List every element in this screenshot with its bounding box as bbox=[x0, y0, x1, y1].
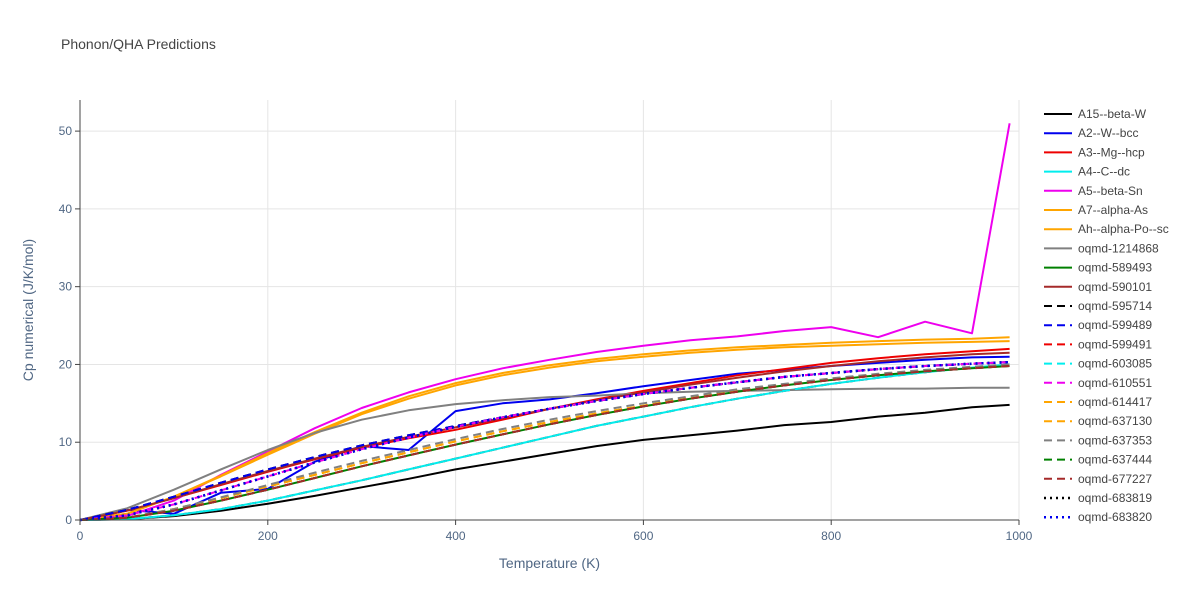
legend-label: A2--W--bcc bbox=[1078, 126, 1138, 140]
series-line-oqmd-1214868 bbox=[79, 386, 1010, 521]
series-line-oqmd-599489 bbox=[79, 361, 1010, 521]
legend-label: oqmd-590101 bbox=[1078, 280, 1152, 294]
x-tick-label: 0 bbox=[77, 529, 84, 543]
grid-lines bbox=[80, 100, 1020, 520]
legend-item[interactable]: oqmd-637444 bbox=[1044, 453, 1152, 467]
y-tick-label: 30 bbox=[59, 280, 73, 294]
legend-label: oqmd-599491 bbox=[1078, 337, 1152, 351]
legend-label: oqmd-683819 bbox=[1078, 491, 1152, 505]
series-line-A15--beta-W bbox=[79, 403, 1010, 521]
y-axis-title: Cp numerical (J/K/mol) bbox=[20, 239, 36, 381]
legend-label: A5--beta-Sn bbox=[1078, 184, 1143, 198]
legend-item[interactable]: Ah--alpha-Po--sc bbox=[1044, 222, 1169, 236]
series-line-oqmd-677227 bbox=[79, 365, 1010, 521]
legend-item[interactable]: oqmd-637130 bbox=[1044, 414, 1152, 428]
series-line-oqmd-637353 bbox=[79, 363, 1010, 521]
legend-label: oqmd-599489 bbox=[1078, 318, 1152, 332]
legend-item[interactable]: oqmd-599489 bbox=[1044, 318, 1152, 332]
legend-item[interactable]: A4--C--dc bbox=[1044, 165, 1130, 179]
legend-label: oqmd-595714 bbox=[1078, 299, 1152, 313]
legend-label: A3--Mg--hcp bbox=[1078, 145, 1145, 159]
x-tick-label: 800 bbox=[821, 529, 841, 543]
legend-label: oqmd-614417 bbox=[1078, 395, 1152, 409]
legend-item[interactable]: A5--beta-Sn bbox=[1044, 184, 1143, 198]
legend-item[interactable]: oqmd-589493 bbox=[1044, 261, 1152, 275]
legend-label: oqmd-589493 bbox=[1078, 261, 1152, 275]
x-axis-title: Temperature (K) bbox=[499, 555, 600, 571]
x-tick-label: 200 bbox=[258, 529, 278, 543]
series-line-oqmd-683819 bbox=[79, 360, 1010, 522]
legend-item[interactable]: oqmd-683819 bbox=[1044, 491, 1152, 505]
legend-item[interactable]: oqmd-677227 bbox=[1044, 472, 1152, 486]
x-tick-label: 1000 bbox=[1006, 529, 1033, 543]
legend-label: A4--C--dc bbox=[1078, 165, 1130, 179]
x-tick-label: 400 bbox=[446, 529, 466, 543]
legend-item[interactable]: oqmd-599491 bbox=[1044, 337, 1152, 351]
y-tick-label: 0 bbox=[65, 513, 72, 527]
legend-item[interactable]: oqmd-603085 bbox=[1044, 357, 1152, 371]
legend-item[interactable]: oqmd-610551 bbox=[1044, 376, 1152, 390]
y-tick-label: 10 bbox=[59, 435, 73, 449]
legend-item[interactable]: A3--Mg--hcp bbox=[1044, 145, 1145, 159]
legend-label: oqmd-1214868 bbox=[1078, 241, 1159, 255]
legend-label: A7--alpha-As bbox=[1078, 203, 1148, 217]
legend-item[interactable]: oqmd-683820 bbox=[1044, 510, 1152, 524]
legend[interactable]: A15--beta-W A2--W--bcc A3--Mg--hcp A4--C--d… bbox=[1044, 107, 1169, 524]
chart-title: Phonon/QHA Predictions bbox=[61, 36, 216, 52]
x-tick-label: 600 bbox=[633, 529, 653, 543]
legend-item[interactable]: A15--beta-W bbox=[1044, 107, 1147, 121]
series-line-A2--W--bcc bbox=[79, 355, 1010, 521]
legend-label: oqmd-637444 bbox=[1078, 453, 1152, 467]
axes: 0 200 400 600 800 1000 0 10 20 30 40 50 bbox=[59, 100, 1033, 543]
legend-item[interactable]: oqmd-590101 bbox=[1044, 280, 1152, 294]
legend-label: oqmd-603085 bbox=[1078, 357, 1152, 371]
legend-label: oqmd-683820 bbox=[1078, 510, 1152, 524]
legend-label: Ah--alpha-Po--sc bbox=[1078, 222, 1169, 236]
series-line-A5--beta-Sn bbox=[79, 123, 1011, 521]
legend-label: oqmd-637130 bbox=[1078, 414, 1152, 428]
series-line-oqmd-595714 bbox=[79, 361, 1010, 521]
legend-item[interactable]: A2--W--bcc bbox=[1044, 126, 1138, 140]
legend-label: oqmd-637353 bbox=[1078, 433, 1152, 447]
legend-label: oqmd-677227 bbox=[1078, 472, 1152, 486]
series-line-oqmd-683820 bbox=[79, 360, 1010, 522]
legend-item[interactable]: oqmd-614417 bbox=[1044, 395, 1152, 409]
series-line-Ah--alpha-Po--sc bbox=[79, 340, 1010, 521]
legend-label: A15--beta-W bbox=[1078, 107, 1147, 121]
legend-item[interactable]: A7--alpha-As bbox=[1044, 203, 1148, 217]
series-line-oqmd-610551 bbox=[79, 361, 1010, 521]
legend-item[interactable]: oqmd-637353 bbox=[1044, 433, 1152, 447]
legend-item[interactable]: oqmd-1214868 bbox=[1044, 241, 1159, 255]
series-line-oqmd-603085 bbox=[79, 363, 1010, 521]
legend-label: oqmd-610551 bbox=[1078, 376, 1152, 390]
legend-item[interactable]: oqmd-595714 bbox=[1044, 299, 1152, 313]
plot-area bbox=[79, 123, 1011, 522]
y-tick-label: 50 bbox=[59, 124, 73, 138]
y-tick-label: 40 bbox=[59, 202, 73, 216]
y-tick-label: 20 bbox=[59, 357, 73, 371]
